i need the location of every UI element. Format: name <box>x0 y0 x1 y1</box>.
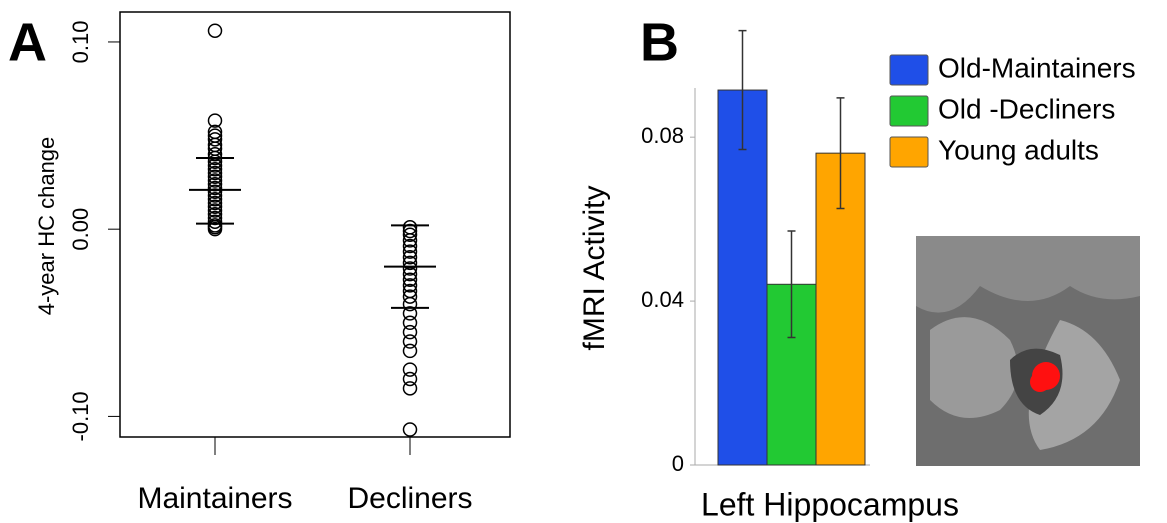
point <box>402 324 418 340</box>
y-tick-label: -0.10 <box>68 391 93 441</box>
point <box>207 180 223 196</box>
point <box>402 227 418 243</box>
point <box>402 238 418 254</box>
y-axis-label: 4-year HC change <box>34 137 59 316</box>
panel-label: B <box>640 12 679 72</box>
y-tick-label: 0 <box>672 451 684 476</box>
y-tick-label: 0.10 <box>68 21 93 64</box>
error-bar <box>787 230 796 339</box>
legend-swatch <box>889 136 929 168</box>
point <box>402 343 418 359</box>
point <box>207 203 223 218</box>
point <box>207 173 223 188</box>
point <box>207 214 223 229</box>
legend-label: Old-Maintainers <box>938 52 1136 83</box>
point <box>402 233 418 248</box>
point <box>207 165 223 181</box>
point <box>207 23 223 38</box>
point <box>402 422 418 437</box>
point <box>402 296 418 312</box>
y-tick-label: 0.08 <box>641 123 684 148</box>
point <box>207 132 223 147</box>
point <box>402 334 418 349</box>
point <box>207 113 223 128</box>
x-tick-label: Decliners <box>347 482 472 515</box>
y-tick-label: 0.00 <box>68 208 93 251</box>
x-axis-label: Left Hippocampus <box>701 486 959 522</box>
point <box>402 315 418 331</box>
y-tick-label: 0.04 <box>641 287 684 312</box>
legend-label: Young adults <box>938 134 1099 165</box>
point <box>207 147 223 162</box>
panel-label: A <box>8 12 47 72</box>
point <box>402 371 418 387</box>
point <box>207 154 223 170</box>
point <box>402 250 418 265</box>
brain-image <box>916 236 1140 466</box>
point <box>207 195 223 211</box>
error-bar <box>738 29 747 151</box>
error-bar <box>836 97 845 210</box>
legend-label: Old -Decliners <box>938 93 1115 124</box>
legend-swatch <box>889 95 929 127</box>
y-axis-label: fMRI Activity <box>578 185 611 350</box>
point <box>207 169 223 185</box>
point <box>402 261 418 276</box>
point <box>402 272 418 287</box>
point <box>207 191 223 207</box>
bar <box>717 89 768 466</box>
x-tick-label: Maintainers <box>137 482 292 515</box>
plot-frame <box>119 11 511 438</box>
point <box>402 289 418 304</box>
point <box>402 255 418 271</box>
point <box>207 162 223 177</box>
point <box>402 381 418 396</box>
legend-swatch <box>889 54 929 86</box>
point <box>207 199 223 214</box>
point <box>402 244 418 259</box>
point <box>207 184 223 199</box>
point <box>402 278 418 293</box>
point <box>402 362 418 377</box>
